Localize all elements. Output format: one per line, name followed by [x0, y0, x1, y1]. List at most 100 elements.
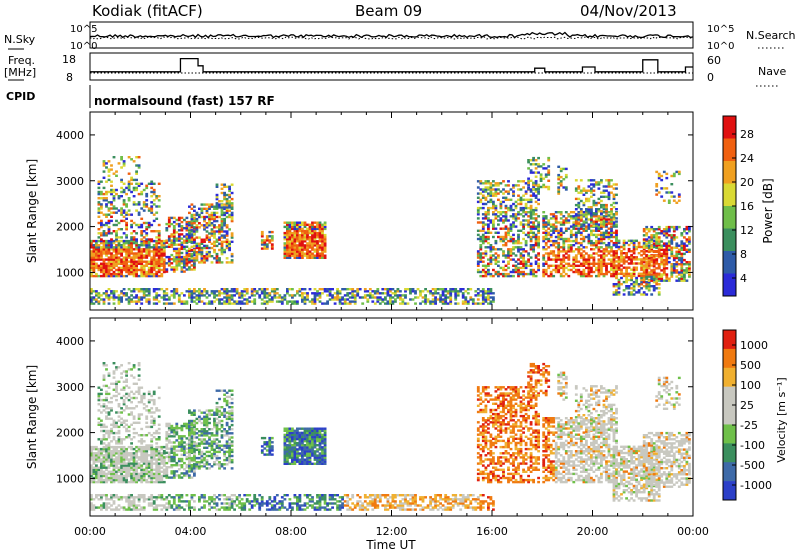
echo-cell	[172, 227, 176, 230]
echo-cell	[504, 190, 508, 193]
echo-cell	[313, 250, 317, 253]
echo-cell	[499, 219, 503, 222]
echo-cell	[110, 203, 113, 206]
echo-cell	[150, 211, 154, 214]
echo-cell	[160, 254, 164, 257]
echo-cell	[532, 231, 535, 234]
echo-cell	[155, 474, 159, 478]
echo-cell	[180, 233, 184, 236]
echo-cell	[665, 248, 669, 251]
echo-cell	[667, 244, 671, 247]
echo-cell	[301, 221, 304, 224]
echo-cell	[323, 238, 327, 241]
echo-cell	[117, 476, 121, 480]
echo-cell	[650, 234, 654, 237]
echo-cell	[481, 223, 485, 226]
echo-cell	[273, 292, 277, 295]
echo-cell	[652, 250, 656, 253]
echo-cell	[145, 450, 149, 453]
echo-cell	[597, 237, 601, 241]
echo-cell	[238, 294, 241, 297]
echo-cell	[484, 298, 488, 301]
echo-cell	[263, 302, 267, 305]
echo-cell	[662, 261, 666, 264]
echo-cell	[595, 239, 598, 243]
echo-cell	[627, 287, 631, 290]
echo-cell	[321, 236, 324, 239]
echo-cell	[132, 464, 136, 467]
echo-cell	[110, 239, 113, 243]
echo-cell	[331, 294, 334, 297]
echo-cell	[115, 452, 118, 455]
echo-cell	[97, 268, 101, 272]
echo-cell	[92, 302, 96, 305]
echo-cell	[107, 213, 111, 216]
echo-cell	[220, 230, 224, 233]
echo-cell	[132, 254, 136, 257]
echo-cell	[137, 184, 141, 187]
echo-cell	[298, 254, 302, 257]
echo-cell	[92, 260, 96, 263]
echo-cell	[529, 244, 533, 247]
echo-cell	[670, 254, 674, 258]
echo-cell	[188, 224, 191, 227]
echo-cell	[125, 458, 128, 461]
echo-cell	[622, 258, 626, 261]
echo-cell	[389, 294, 392, 297]
echo-cell	[137, 213, 141, 216]
echo-cell	[208, 224, 211, 227]
echo-cell	[140, 217, 144, 220]
echo-cell	[522, 266, 525, 270]
echo-cell	[142, 254, 146, 257]
echo-cell	[107, 246, 111, 249]
echo-cell	[542, 219, 546, 222]
echo-cell	[120, 300, 123, 303]
echo-cell	[301, 298, 304, 301]
echo-cell	[102, 450, 106, 453]
echo-cell	[642, 291, 646, 294]
echo-cell	[627, 262, 631, 265]
echo-cell	[140, 478, 144, 482]
echo-cell	[303, 300, 307, 303]
echo-cell	[685, 228, 689, 231]
echo-cell	[429, 292, 432, 295]
echo-cell	[461, 302, 465, 305]
echo-cell	[484, 198, 488, 201]
echo-cell	[142, 450, 146, 453]
echo-cell	[140, 296, 144, 299]
echo-cell	[228, 195, 231, 199]
echo-cell	[519, 206, 523, 210]
echo-cell	[107, 268, 111, 272]
echo-cell	[200, 207, 204, 210]
echo-cell	[195, 224, 199, 227]
echo-cell	[512, 215, 515, 218]
echo-cell	[150, 480, 154, 484]
echo-cell	[265, 294, 269, 297]
echo-cell	[429, 300, 432, 303]
echo-cell	[130, 213, 133, 216]
echo-cell	[617, 293, 621, 296]
echo-cell	[228, 294, 231, 297]
echo-cell	[147, 476, 151, 480]
echo-cell	[157, 182, 161, 185]
echo-cell	[155, 466, 159, 469]
echo-cell	[188, 227, 191, 230]
echo-cell	[152, 458, 156, 461]
echo-cell	[185, 227, 189, 230]
echo-cell	[602, 220, 606, 223]
echo-cell	[162, 452, 166, 455]
echo-cell	[213, 224, 216, 227]
echo-cell	[140, 454, 144, 457]
echo-cell	[660, 252, 664, 256]
echo-cell	[318, 238, 322, 241]
echo-cell	[288, 238, 292, 241]
echo-cell	[429, 290, 432, 293]
echo-cell	[162, 244, 166, 247]
echo-cell	[135, 182, 138, 185]
echo-cell	[479, 246, 483, 249]
echo-cell	[632, 266, 636, 269]
echo-cell	[602, 250, 606, 253]
echo-cell	[582, 246, 586, 249]
echo-cell	[137, 256, 141, 259]
echo-cell	[670, 236, 674, 239]
